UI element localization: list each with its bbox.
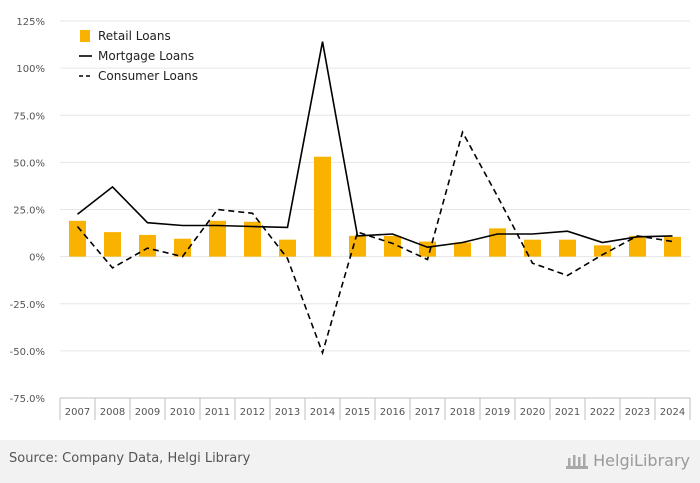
retail-loans-bar: [629, 235, 646, 257]
x-tick-label: 2013: [275, 407, 300, 418]
x-axis: 2007 2008 2009 2010 2011 2012 2013 2014 2015 2016…: [59, 397, 691, 420]
retail-loans-bar: [384, 235, 401, 257]
retail-loans-bar: [559, 239, 576, 257]
legend-label: Consumer Loans: [98, 69, 198, 83]
consumer-loans-line: [76, 130, 673, 356]
y-tick-label: 50.0%: [13, 158, 45, 169]
retail-loans-bar: [139, 234, 156, 257]
legend-swatch-retail: [80, 30, 90, 42]
x-tick-label: 2022: [590, 407, 615, 418]
retail-loans-bar: [104, 232, 121, 257]
logo-text: HelgiLibrary: [593, 450, 690, 470]
retail-loans-bar: [489, 228, 506, 257]
x-tick-label: 2014: [310, 407, 335, 418]
x-tick-label: 2024: [660, 407, 685, 418]
y-tick-label: -50.0%: [10, 347, 45, 358]
x-tick-label: 2007: [65, 407, 90, 418]
y-tick-label: 25.0%: [13, 206, 45, 217]
x-tick-label: 2018: [450, 407, 475, 418]
y-tick-label: -25.0%: [10, 300, 45, 311]
retail-loans-bars: [69, 156, 681, 257]
retail-loans-bar: [209, 220, 226, 257]
library-building-icon: [566, 454, 589, 469]
retail-loans-bar: [69, 220, 86, 257]
legend-label: Mortgage Loans: [98, 49, 194, 63]
x-tick-label: 2012: [240, 407, 265, 418]
retail-loans-bar: [664, 236, 681, 257]
x-tick-label: 2009: [135, 407, 160, 418]
loan-lines: [76, 41, 673, 356]
x-tick-label: 2021: [555, 407, 580, 418]
footer: Source: Company Data, Helgi Library Helg…: [0, 440, 700, 483]
retail-loans-bar: [524, 239, 541, 257]
retail-loans-bar: [279, 239, 296, 257]
mortgage-loans-line: [77, 41, 673, 249]
loans-growth-chart: -75.0% -50.0% -25.0% 0% 25.0% 50.0% 75.0% 100% 1…: [10, 17, 691, 420]
x-tick-label: 2015: [345, 407, 370, 418]
y-tick-label: -75.0%: [10, 394, 45, 405]
x-tick-label: 2019: [485, 407, 510, 418]
x-tick-label: 2020: [520, 407, 545, 418]
retail-loans-bar: [349, 235, 366, 257]
gridlines: [60, 20, 690, 399]
y-tick-label: 125%: [16, 17, 45, 28]
retail-loans-bar: [419, 241, 436, 257]
legend: Retail Loans Mortgage Loans Consumer Loans: [79, 29, 198, 83]
x-tick-label: 2008: [100, 407, 125, 418]
x-tick-label: 2011: [205, 407, 230, 418]
x-tick-label: 2016: [380, 407, 405, 418]
helgi-library-logo: HelgiLibrary: [565, 448, 690, 472]
legend-label: Retail Loans: [98, 29, 171, 43]
y-tick-label: 100%: [16, 64, 45, 75]
y-tick-label: 0%: [29, 253, 45, 264]
retail-loans-bar: [454, 242, 471, 257]
y-tick-label: 75.0%: [13, 111, 45, 122]
retail-loans-bar: [314, 156, 331, 257]
x-tick-label: 2017: [415, 407, 440, 418]
y-axis-tick-labels: -75.0% -50.0% -25.0% 0% 25.0% 50.0% 75.0% 100% 1…: [10, 17, 45, 405]
retail-loans-bar: [594, 245, 611, 257]
retail-loans-bar: [174, 238, 191, 257]
x-tick-label: 2010: [170, 407, 195, 418]
x-tick-label: 2023: [625, 407, 650, 418]
source-note: Source: Company Data, Helgi Library: [9, 451, 251, 466]
retail-loans-bar: [244, 221, 261, 257]
